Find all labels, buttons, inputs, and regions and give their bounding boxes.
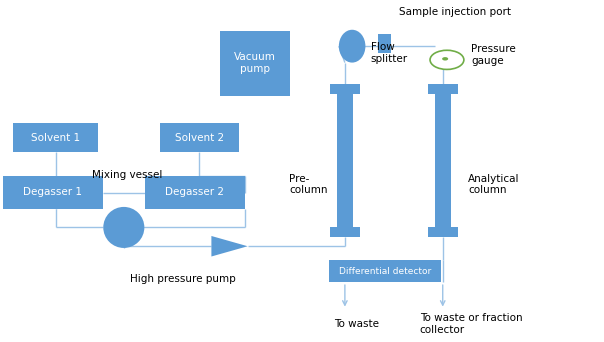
FancyBboxPatch shape: [330, 84, 360, 94]
Text: High pressure pump: High pressure pump: [130, 274, 236, 284]
FancyBboxPatch shape: [428, 227, 458, 237]
Text: To waste or fraction
collector: To waste or fraction collector: [420, 313, 522, 335]
Circle shape: [430, 50, 464, 69]
Text: Vacuum
pump: Vacuum pump: [234, 52, 276, 74]
FancyBboxPatch shape: [3, 176, 103, 209]
FancyBboxPatch shape: [329, 260, 441, 282]
Text: Solvent 1: Solvent 1: [31, 133, 80, 143]
FancyBboxPatch shape: [378, 34, 391, 53]
Text: Mixing vessel: Mixing vessel: [92, 170, 162, 180]
FancyBboxPatch shape: [145, 176, 245, 209]
Text: Pre-
column: Pre- column: [289, 174, 328, 196]
FancyBboxPatch shape: [337, 89, 353, 236]
FancyBboxPatch shape: [220, 31, 290, 96]
Text: Differential detector: Differential detector: [339, 266, 431, 276]
FancyBboxPatch shape: [160, 123, 239, 152]
Circle shape: [442, 57, 448, 61]
Text: Sample injection port: Sample injection port: [399, 7, 510, 17]
Text: To waste: To waste: [334, 319, 379, 329]
FancyBboxPatch shape: [13, 123, 98, 152]
Polygon shape: [211, 236, 248, 256]
Text: Degasser 1: Degasser 1: [24, 187, 82, 197]
FancyBboxPatch shape: [435, 89, 451, 236]
Text: Pressure
gauge: Pressure gauge: [471, 44, 516, 66]
FancyBboxPatch shape: [330, 227, 360, 237]
Text: Solvent 2: Solvent 2: [175, 133, 224, 143]
Ellipse shape: [339, 30, 365, 63]
Text: Degasser 2: Degasser 2: [165, 187, 224, 197]
Ellipse shape: [103, 207, 144, 248]
Text: Analytical
column: Analytical column: [468, 174, 519, 196]
FancyBboxPatch shape: [428, 84, 458, 94]
Text: Flow
splitter: Flow splitter: [371, 42, 408, 64]
